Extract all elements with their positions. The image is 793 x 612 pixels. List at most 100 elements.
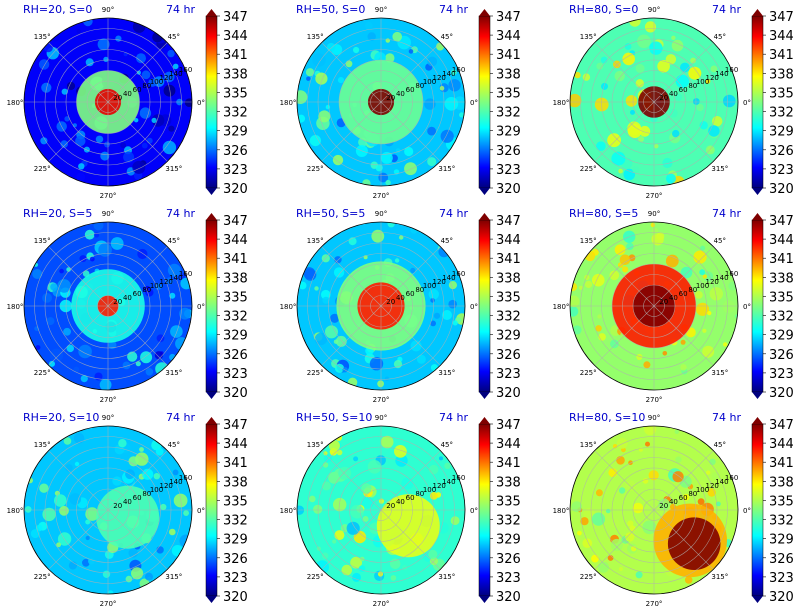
field-cell bbox=[690, 57, 696, 64]
field-cell bbox=[424, 98, 436, 110]
field-cell bbox=[451, 69, 457, 76]
field-cell bbox=[41, 82, 52, 93]
field-cell bbox=[592, 273, 605, 287]
field-cell bbox=[610, 518, 620, 529]
colorbar-extend-min bbox=[752, 392, 763, 399]
field-cell bbox=[326, 42, 336, 52]
field-cell bbox=[353, 456, 359, 462]
field-cell bbox=[49, 348, 64, 362]
field-cell bbox=[108, 340, 117, 350]
colorbar-tick-label: 323 bbox=[769, 571, 793, 586]
radial-tick-label: 140 bbox=[169, 478, 182, 486]
colorbar-tick-label: 338 bbox=[223, 271, 248, 286]
field-cell bbox=[427, 157, 437, 167]
panel-title: RH=20, S=0 bbox=[23, 3, 92, 16]
field-cell bbox=[61, 88, 68, 95]
field-cell bbox=[662, 351, 668, 356]
colorbar-extend-min bbox=[206, 392, 217, 399]
field-cell bbox=[43, 43, 53, 53]
angle-tick-label: 0° bbox=[197, 303, 205, 311]
radial-tick-label: 80 bbox=[688, 490, 697, 498]
field-cell bbox=[134, 118, 139, 123]
radial-tick-label: 40 bbox=[396, 294, 405, 302]
field-cell bbox=[628, 254, 636, 262]
radial-tick-label: 140 bbox=[442, 70, 455, 78]
angle-tick-label: 180° bbox=[7, 99, 24, 107]
field-cell bbox=[625, 95, 638, 107]
field-cell bbox=[125, 575, 133, 583]
field-cell bbox=[580, 517, 589, 526]
field-cell bbox=[702, 274, 708, 279]
colorbar bbox=[205, 219, 218, 393]
field-cell bbox=[57, 279, 71, 293]
radial-tick-label: 160 bbox=[452, 66, 465, 74]
field-cell bbox=[314, 286, 319, 291]
field-cell bbox=[79, 255, 87, 263]
angle-tick-label: 225° bbox=[307, 165, 324, 173]
field-cell bbox=[700, 245, 706, 251]
field-cell bbox=[600, 56, 608, 64]
colorbar bbox=[478, 219, 491, 393]
grid-spoke bbox=[48, 450, 109, 511]
grid-spoke bbox=[107, 246, 168, 307]
colorbar-extend-min bbox=[752, 188, 763, 195]
field-cell bbox=[680, 364, 687, 371]
field-cell bbox=[675, 74, 690, 89]
field-cell bbox=[321, 552, 329, 560]
grid-spoke bbox=[594, 101, 655, 162]
radial-tick-label: 160 bbox=[179, 474, 192, 482]
radial-tick-label: 100 bbox=[150, 486, 163, 494]
grid-spoke bbox=[321, 450, 382, 511]
field-cell bbox=[82, 558, 90, 567]
colorbar-tick-label: 341 bbox=[496, 252, 521, 267]
angle-tick-label: 315° bbox=[438, 369, 455, 377]
grid-spoke bbox=[380, 42, 441, 103]
field-cell bbox=[85, 519, 91, 525]
field-cell bbox=[83, 146, 90, 153]
polar-frame bbox=[23, 17, 193, 187]
field-cell bbox=[352, 572, 361, 582]
radial-tick-label: 20 bbox=[386, 298, 395, 306]
colorbar-tick-label: 323 bbox=[496, 367, 521, 382]
field-cell bbox=[709, 458, 716, 465]
angle-tick-label: 180° bbox=[280, 507, 297, 515]
field-cell bbox=[450, 516, 460, 525]
field-cell bbox=[140, 351, 153, 364]
field-cell bbox=[626, 242, 634, 251]
field-cell bbox=[644, 21, 657, 33]
colorbar-tick-label: 344 bbox=[223, 233, 248, 248]
angle-tick-label: 225° bbox=[307, 369, 324, 377]
field-cell bbox=[148, 78, 157, 87]
colorbar-extend-min bbox=[479, 392, 490, 399]
radial-tick-label: 60 bbox=[133, 290, 142, 298]
field-cell bbox=[708, 125, 720, 137]
field-cell bbox=[123, 151, 135, 163]
colorbar-tick-label: 338 bbox=[769, 67, 793, 82]
angle-tick-label: 315° bbox=[711, 573, 728, 581]
field-cell bbox=[638, 136, 644, 142]
field-cell bbox=[723, 94, 736, 108]
colorbar-tick-label: 326 bbox=[769, 348, 793, 363]
field-cell bbox=[24, 506, 32, 513]
colorbar-tick-label: 341 bbox=[223, 48, 248, 63]
field-cell bbox=[173, 493, 188, 508]
field-cell bbox=[591, 129, 599, 137]
field-cell bbox=[448, 281, 457, 290]
grid-spoke bbox=[653, 305, 714, 366]
angle-tick-label: 315° bbox=[438, 165, 455, 173]
radial-tick-label: 60 bbox=[406, 86, 415, 94]
field-cell bbox=[325, 325, 338, 339]
colorbar-extend-min bbox=[479, 188, 490, 195]
colorbar-tick-label: 326 bbox=[223, 144, 248, 159]
radial-tick-label: 20 bbox=[659, 94, 668, 102]
field-cell bbox=[611, 151, 626, 166]
colorbar-tick-label: 338 bbox=[769, 271, 793, 286]
field-cell bbox=[622, 52, 635, 66]
field-cell bbox=[135, 361, 141, 367]
field-cell bbox=[118, 439, 127, 448]
grid-spoke bbox=[48, 246, 109, 307]
field-cell bbox=[380, 435, 394, 449]
grid-spoke bbox=[594, 509, 655, 570]
grid-spoke bbox=[653, 246, 714, 307]
angle-tick-label: 270° bbox=[646, 192, 663, 200]
